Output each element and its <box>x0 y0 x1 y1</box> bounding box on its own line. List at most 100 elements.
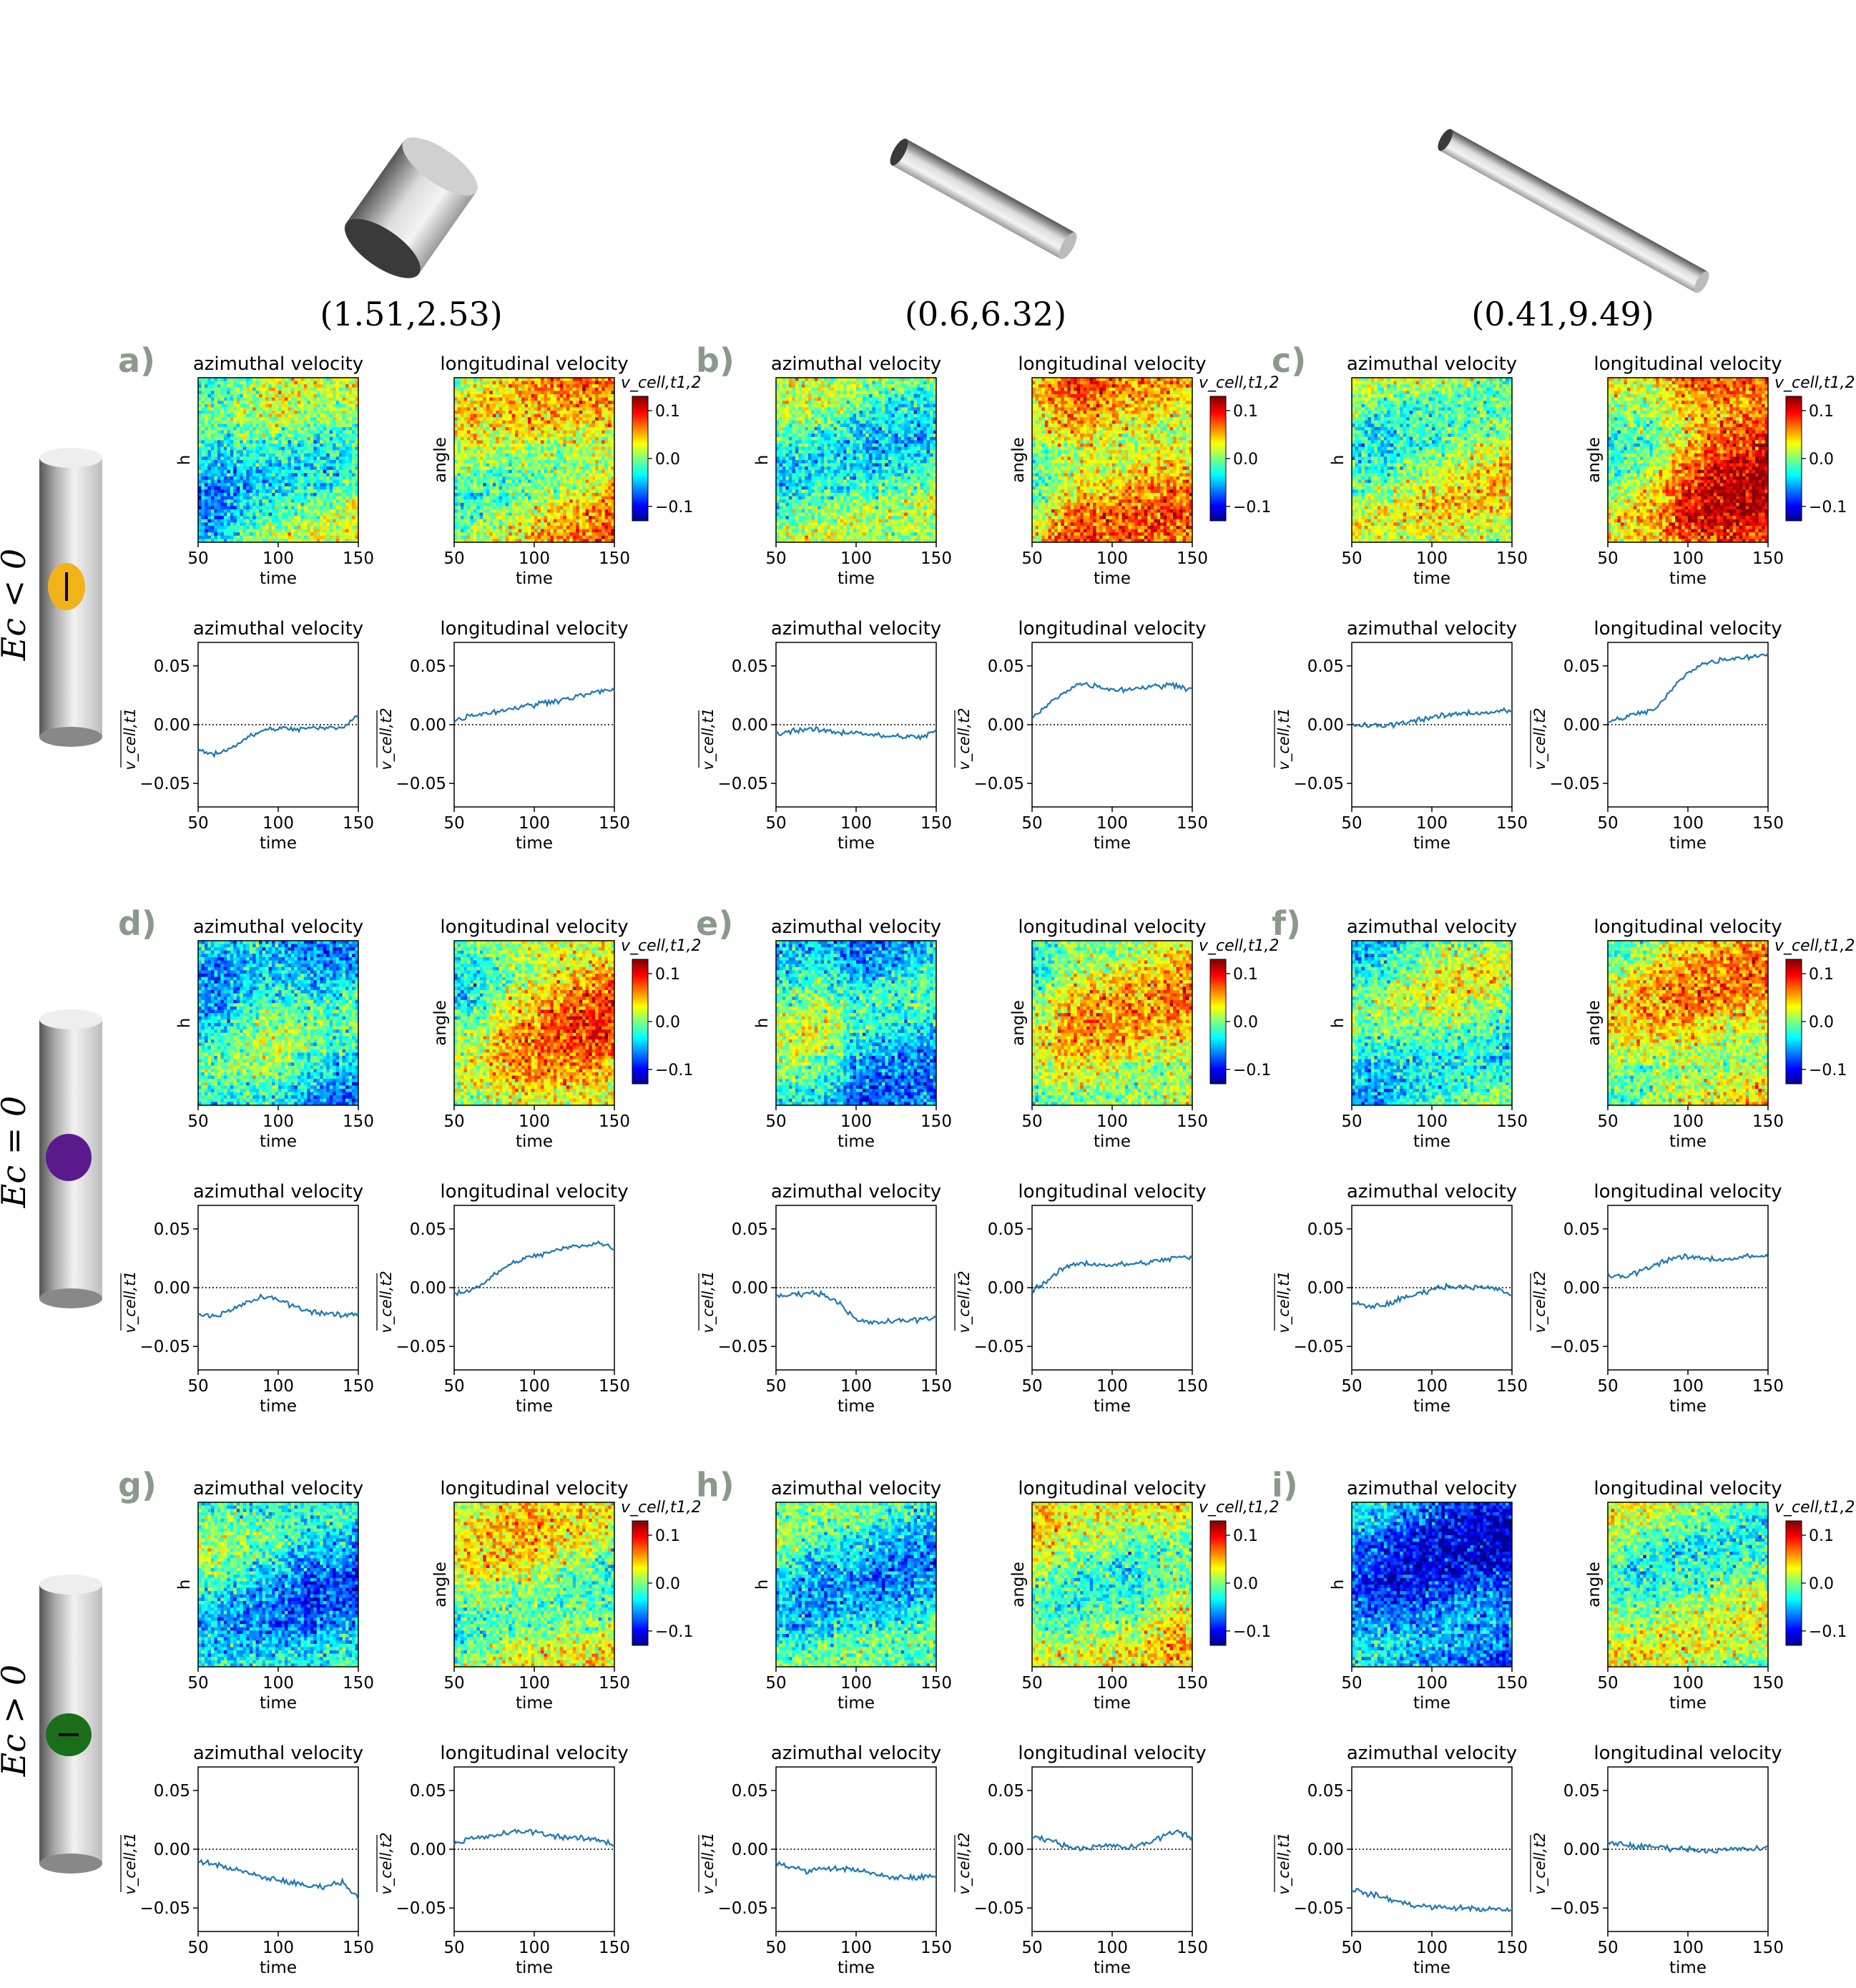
heatmap-cell <box>290 493 295 496</box>
heatmap-cell <box>307 411 311 414</box>
heatmap-cell <box>473 394 477 398</box>
heatmap-cell <box>528 413 531 418</box>
heatmap-cell <box>608 450 612 454</box>
heatmap-cell <box>602 466 605 471</box>
heatmap-cell <box>268 539 272 543</box>
heatmap-cell <box>217 394 221 398</box>
heatmap-cell <box>329 486 333 490</box>
heatmap-cell <box>236 502 240 506</box>
heatmap-cell <box>540 460 544 464</box>
heatmap-cell <box>492 446 496 451</box>
heatmap-cell <box>460 469 464 474</box>
heatmap-cell <box>591 391 596 395</box>
heatmap-cell <box>563 378 567 381</box>
heatmap-cell <box>303 539 308 543</box>
heatmap-cell <box>316 436 320 441</box>
heatmap-cell <box>521 512 525 516</box>
heatmap-cell <box>556 469 561 474</box>
heatmap-cell <box>466 423 471 428</box>
heatmap-cell <box>320 453 324 457</box>
heatmap-cell <box>198 506 202 510</box>
heatmap-cell <box>326 516 330 520</box>
heatmap-cell <box>496 493 500 496</box>
heatmap-cell <box>598 502 602 506</box>
heatmap-cell <box>352 391 355 395</box>
heatmap-cell <box>454 407 458 411</box>
heatmap-cell <box>540 519 544 523</box>
heatmap-cell <box>242 384 247 388</box>
heatmap-cell <box>284 529 288 533</box>
heatmap-cell <box>201 391 205 395</box>
heatmap-cell <box>511 502 516 506</box>
heatmap-cell <box>278 479 282 484</box>
heatmap-cell <box>509 509 513 513</box>
heatmap-cell <box>499 496 503 500</box>
heatmap-cell <box>275 499 279 504</box>
heatmap-cell <box>505 440 509 444</box>
heatmap-cell <box>537 423 541 428</box>
heatmap-cell <box>563 456 567 461</box>
heatmap-cell <box>566 483 570 487</box>
heatmap-cell <box>284 496 288 500</box>
heatmap-cell <box>559 430 564 434</box>
heatmap-cell <box>355 440 359 444</box>
heatmap-cell <box>499 512 503 516</box>
heatmap-cell <box>207 512 212 516</box>
heatmap-cell <box>262 483 266 487</box>
heatmap-cell <box>602 453 605 457</box>
heatmap-cell <box>236 483 240 487</box>
heatmap-cell <box>227 423 231 428</box>
heatmap-cell <box>252 413 257 418</box>
heatmap-cell <box>233 526 237 529</box>
heatmap-cell <box>476 444 481 447</box>
heatmap-cell <box>595 463 599 467</box>
heatmap-cell <box>204 417 208 421</box>
heatmap-cell <box>537 444 541 447</box>
heatmap-cell <box>505 444 509 447</box>
heatmap-cell <box>214 427 218 431</box>
heatmap-cell <box>556 417 561 421</box>
heatmap-cell <box>284 444 288 447</box>
heatmap-cell <box>355 401 359 405</box>
heatmap-cell <box>297 420 301 424</box>
heatmap-cell <box>566 378 570 381</box>
heatmap-cell <box>534 493 538 496</box>
heatmap-cell <box>566 463 570 467</box>
heatmap-cell <box>313 496 318 500</box>
heatmap-cell <box>515 420 519 424</box>
heatmap-cell <box>598 460 602 464</box>
heatmap-cell <box>352 502 355 506</box>
heatmap-cell <box>236 493 240 496</box>
heatmap-cell <box>217 440 221 444</box>
heatmap-cell <box>499 499 503 504</box>
heatmap-cell <box>242 420 247 424</box>
heatmap-cell <box>210 506 215 510</box>
heatmap-cell <box>608 456 612 461</box>
heatmap-cell <box>284 526 288 529</box>
heatmap-cell <box>335 519 340 523</box>
heatmap-cell <box>345 394 349 398</box>
heatmap-cell <box>608 519 612 523</box>
heatmap-cell <box>230 496 234 500</box>
heatmap-cell <box>284 420 288 424</box>
heatmap-cell <box>582 381 586 385</box>
heatmap-cell <box>307 496 311 500</box>
heatmap-cell <box>236 469 240 474</box>
heatmap-cell <box>499 483 503 487</box>
heatmap-cell <box>320 436 324 441</box>
heatmap-cell <box>546 381 551 385</box>
heatmap-cell <box>335 453 340 457</box>
heatmap-cell <box>333 502 337 506</box>
heatmap-cell <box>454 506 458 510</box>
heatmap-cell <box>534 397 538 401</box>
heatmap-cell <box>223 512 227 516</box>
heatmap-cell <box>210 529 215 533</box>
heatmap-cell <box>579 519 583 523</box>
heatmap-cell <box>470 391 474 395</box>
heatmap-cell <box>604 535 609 539</box>
heatmap-cell <box>307 493 311 496</box>
heatmap-cell <box>463 473 468 477</box>
heatmap-cell <box>470 469 474 474</box>
heatmap-cell <box>246 502 250 506</box>
heatmap-cell <box>284 397 288 401</box>
